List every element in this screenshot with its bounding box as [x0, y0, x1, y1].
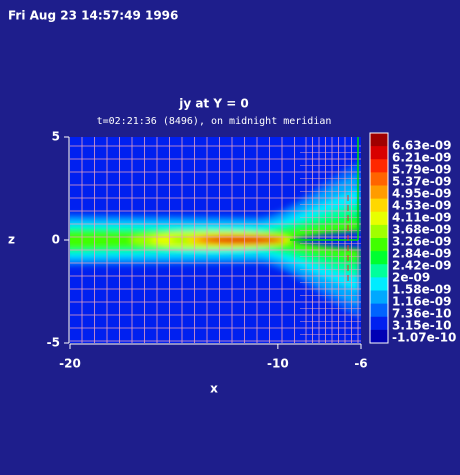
colorbar-cell: [370, 303, 388, 318]
colorbar-label: 2e-09: [392, 270, 430, 284]
colorbar-cell: [370, 198, 388, 213]
timestamp: Fri Aug 23 14:57:49 1996: [8, 9, 178, 23]
y-tick-label: -5: [47, 336, 60, 350]
colorbar-cell: [370, 251, 388, 265]
x-axis-label: x: [210, 382, 218, 396]
colorbar-cell: [370, 238, 388, 252]
colorbar-label: 2.84e-09: [392, 247, 451, 261]
x-tick-label: -20: [59, 357, 81, 371]
colorbar-cell: [370, 224, 388, 239]
colorbar-label: 5.79e-09: [392, 162, 451, 176]
colorbar-label: 5.37e-09: [392, 174, 451, 188]
y-tick-label: 5: [52, 130, 60, 144]
colorbar-cell: [370, 133, 388, 147]
colorbar-label: 1.58e-09: [392, 282, 451, 296]
colorbar-label: 6.21e-09: [392, 150, 451, 164]
colorbar-cell: [370, 172, 388, 186]
colorbar-cell: [370, 316, 388, 331]
colorbar-label: 1.16e-09: [392, 294, 451, 308]
x-tick-label: -10: [267, 357, 289, 371]
colorbar-cell: [370, 264, 388, 278]
axes: -20 -10 -6 5 0 -5: [47, 130, 368, 371]
colorbar-label: 6.63e-09: [392, 139, 451, 153]
colorbar-cell: [370, 185, 388, 200]
field-core: [205, 237, 280, 243]
colorbar-cell: [370, 211, 388, 226]
chart-title: jy at Y = 0: [178, 97, 249, 111]
colorbar-cell: [370, 290, 388, 305]
x-tick-label: -6: [354, 357, 367, 371]
colorbar-label: 3.26e-09: [392, 235, 451, 249]
colorbar-label: -1.07e-10: [392, 331, 456, 345]
colorbar-cell: [370, 146, 388, 160]
colorbar-label: 3.15e-10: [392, 318, 451, 332]
mesh: [70, 137, 361, 343]
colorbar-label: 4.53e-09: [392, 198, 451, 212]
colorbar-label: 4.95e-09: [392, 186, 451, 200]
colorbar-label: 3.68e-09: [392, 223, 451, 237]
chart-subtitle: t=02:21:36 (8496), on midnight meridian: [97, 116, 332, 127]
colorbar-cell: [370, 277, 388, 291]
colorbar-cell: [370, 329, 388, 344]
colorbar-frame: [369, 132, 389, 344]
y-tick-label: 0: [52, 233, 60, 247]
colorbar-label: 2.42e-09: [392, 258, 451, 272]
colorbar-label: 7.36e-10: [392, 306, 451, 320]
colorbar-label: 4.11e-09: [392, 210, 451, 224]
colorbar-cell: [370, 159, 388, 173]
y-axis-label: z: [8, 233, 15, 247]
